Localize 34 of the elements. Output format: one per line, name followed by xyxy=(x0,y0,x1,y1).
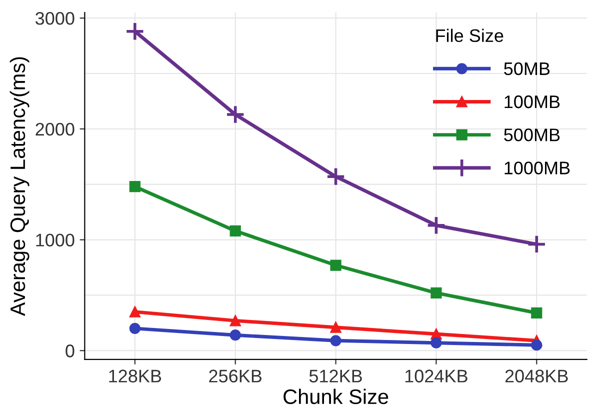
point xyxy=(230,225,241,236)
x-tick-label: 256KB xyxy=(209,370,262,382)
point xyxy=(430,337,442,348)
x-tick-label: 128KB xyxy=(109,370,162,382)
y-tick-label: 3000 xyxy=(36,12,74,25)
point xyxy=(426,216,446,236)
point xyxy=(125,22,145,42)
x-axis-title: Chunk Size xyxy=(284,388,388,404)
point xyxy=(430,287,442,299)
point xyxy=(330,260,342,271)
point xyxy=(330,322,342,333)
y-axis-title: Average Query Latency(ms) xyxy=(10,57,30,316)
point xyxy=(531,340,542,351)
legend-label: 1000MB xyxy=(504,162,570,174)
legend-title: File Size xyxy=(436,28,504,42)
y-tick-label: 0 xyxy=(66,344,74,358)
point xyxy=(129,181,140,192)
point xyxy=(226,104,246,124)
legend-label: 500MB xyxy=(504,128,560,142)
x-tick-label: 2048KB xyxy=(505,370,568,382)
point xyxy=(129,322,140,334)
point xyxy=(129,306,140,318)
point xyxy=(531,307,542,318)
point xyxy=(326,166,346,186)
y-tick-label: 2000 xyxy=(36,122,74,136)
point xyxy=(230,330,241,341)
legend-label: 100MB xyxy=(504,95,560,108)
legend-label: 50MB xyxy=(504,62,550,76)
y-tick-label: 1000 xyxy=(36,234,74,246)
point xyxy=(330,335,342,346)
point xyxy=(230,315,241,326)
x-tick-label: 512KB xyxy=(309,370,362,382)
x-tick-label: 1024KB xyxy=(405,370,468,382)
point xyxy=(526,234,546,254)
